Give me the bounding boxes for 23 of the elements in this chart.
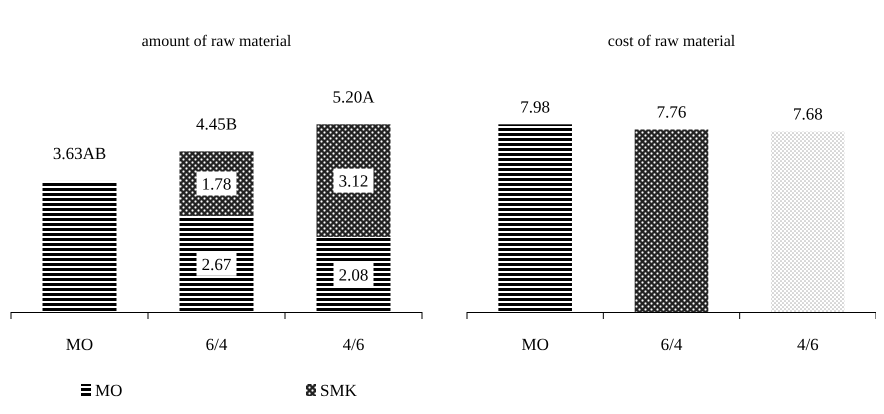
legend-label: MO: [95, 381, 122, 400]
chart-title: cost of raw material: [608, 33, 736, 50]
data-label: 7.76: [656, 102, 686, 122]
x-tick-label: 4/6: [342, 335, 364, 354]
data-label: 7.98: [520, 97, 550, 116]
total-label: 3.63AB: [52, 144, 106, 163]
data-label: 3.12: [338, 172, 368, 191]
bar: [316, 124, 390, 237]
bar: [180, 216, 254, 312]
x-tick-label: MO: [521, 335, 549, 354]
total-label: 4.45B: [196, 114, 238, 134]
data-label: 1.78: [202, 174, 232, 194]
bar: [42, 180, 116, 312]
data-label: 2.67: [202, 254, 232, 274]
chart-title: amount of raw material: [142, 33, 292, 50]
x-tick-label: 6/4: [660, 335, 683, 354]
legend-label: SMK: [320, 381, 358, 400]
x-tick-label: 4/6: [796, 335, 819, 354]
data-label: 7.68: [792, 104, 823, 124]
total-label: 5.20A: [332, 87, 376, 106]
x-tick-label: 6/4: [206, 335, 228, 354]
x-tick-label: MO: [66, 335, 94, 354]
data-label: 2.08: [338, 265, 368, 284]
